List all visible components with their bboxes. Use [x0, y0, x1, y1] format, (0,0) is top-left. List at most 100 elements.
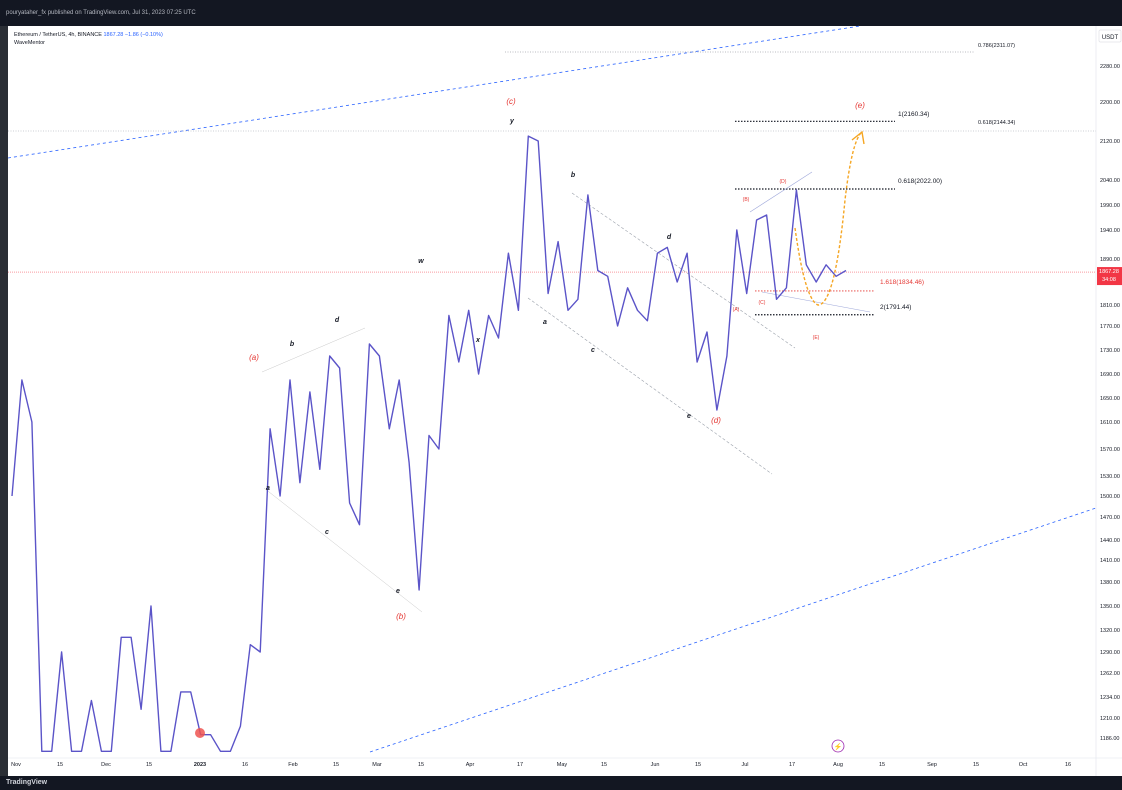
x-tick-label: 15	[333, 762, 339, 768]
fib-level-label: 2(1791.44)	[880, 304, 911, 311]
start-marker-dot	[195, 728, 205, 738]
wave-label-major: (a)	[249, 353, 259, 362]
y-tick-label: 1890.00	[1100, 257, 1120, 263]
wave-label-minor: c	[325, 529, 329, 536]
currency-label: USDT	[1102, 35, 1119, 41]
fib-level-label: 1(2160.34)	[898, 111, 929, 118]
chart-legend: Ethereum / TetherUS, 4h, BINANCE 1867.28…	[14, 31, 163, 47]
wave-label-minor: b	[571, 172, 576, 179]
x-tick-label: Dec	[101, 762, 111, 768]
channel-upper-line	[7, 25, 861, 159]
wave-label-minor: y	[509, 118, 515, 125]
legend-change: −1.86 (−0.10%)	[124, 32, 163, 38]
wave-label-sub: (B)	[743, 197, 750, 203]
x-tick-label: 15	[57, 762, 63, 768]
fib-level-label: 0.618(2144.34)	[978, 120, 1015, 126]
legend-indicator: WaveMentor	[14, 40, 45, 46]
y-tick-label: 1350.00	[1100, 604, 1120, 610]
event-icon	[831, 739, 845, 753]
legend-price: 1867.28	[103, 32, 124, 38]
wave-label-minor: w	[418, 258, 424, 265]
fib-level-label: 0.618(2022.00)	[898, 178, 942, 185]
y-tick-label: 1500.00	[1100, 494, 1120, 500]
x-tick-label: 15	[973, 762, 979, 768]
fib-level-label: 1.618(1834.46)	[880, 279, 924, 286]
y-tick-label: 1940.00	[1100, 228, 1120, 234]
small-triangle-lower	[761, 291, 871, 313]
wave-label-minor: b	[290, 341, 295, 348]
x-tick-label: 16	[242, 762, 248, 768]
wave-label-minor: d	[335, 317, 340, 324]
y-tick-label: 1690.00	[1100, 372, 1120, 378]
published-text: pouryataher_fx published on TradingView.…	[6, 10, 196, 16]
publish-header: pouryataher_fx published on TradingView.…	[0, 0, 1122, 26]
x-tick-label: Feb	[288, 762, 297, 768]
x-tick-label: 2023	[194, 762, 206, 768]
wave-label-major: (e)	[855, 101, 865, 110]
wave-label-sub: (D)	[780, 179, 787, 185]
y-tick-label: 1990.00	[1100, 203, 1120, 209]
x-tick-label: Oct	[1019, 762, 1028, 768]
y-tick-label: 1320.00	[1100, 628, 1120, 634]
x-tick-label: Sep	[927, 762, 937, 768]
x-tick-label: Nov	[11, 762, 21, 768]
legend-symbol: Ethereum / TetherUS, 4h, BINANCE	[14, 32, 102, 38]
projection-arrowhead	[851, 130, 865, 145]
y-tick-label: 1262.00	[1100, 671, 1120, 677]
x-tick-label: Aug	[833, 762, 843, 768]
wave-channel-lower	[527, 297, 773, 475]
y-tick-label: 1210.00	[1100, 716, 1120, 722]
wave-label-major: (c)	[506, 97, 516, 106]
wave-label-minor: a	[266, 485, 270, 492]
wave-channel-upper	[571, 192, 796, 349]
x-tick-label: 15	[695, 762, 701, 768]
y-tick-label: 2280.00	[1100, 64, 1120, 70]
currency-box	[1098, 29, 1122, 43]
x-tick-label: Jun	[651, 762, 660, 768]
x-tick-label: 17	[789, 762, 795, 768]
y-tick-label: 1290.00	[1100, 650, 1120, 656]
x-tick-label: Mar	[372, 762, 382, 768]
legend-symbol-row: Ethereum / TetherUS, 4h, BINANCE 1867.28…	[14, 31, 163, 39]
y-tick-label: 1380.00	[1100, 580, 1120, 586]
y-tick-label: 1234.00	[1100, 695, 1120, 701]
x-tick-label: Jul	[741, 762, 748, 768]
x-tick-label: 15	[879, 762, 885, 768]
wave-label-major: (b)	[396, 612, 406, 621]
x-tick-label: 15	[146, 762, 152, 768]
y-tick-label: 1530.00	[1100, 474, 1120, 480]
y-tick-label: 1570.00	[1100, 447, 1120, 453]
wave-label-major: (d)	[711, 416, 721, 425]
x-tick-label: 17	[517, 762, 523, 768]
wave-label-sub: (A)	[733, 307, 740, 313]
y-tick-label: 1470.00	[1100, 515, 1120, 521]
wave-label-sub: (C)	[759, 300, 766, 306]
countdown-label: 34:08	[1102, 277, 1116, 283]
chart-frame[interactable]	[8, 26, 1122, 776]
x-tick-label: 15	[601, 762, 607, 768]
x-tick-label: Apr	[466, 762, 475, 768]
footer-bar: TradingView	[0, 776, 1122, 790]
y-tick-label: 1440.00	[1100, 538, 1120, 544]
wave-label-minor: x	[475, 337, 481, 344]
wave-label-minor: d	[667, 234, 672, 241]
fib-level-label: 0.786(2311.07)	[978, 43, 1015, 49]
y-tick-label: 1770.00	[1100, 324, 1120, 330]
wave-label-minor: e	[687, 413, 691, 420]
price-series-line	[11, 135, 847, 752]
y-tick-label: 1650.00	[1100, 396, 1120, 402]
wave-label-sub: (E)	[813, 335, 820, 341]
projection-path	[794, 131, 863, 306]
last-price-badge	[1097, 267, 1122, 286]
triangle-upper-line	[261, 327, 366, 373]
x-tick-label: May	[557, 762, 568, 768]
tradingview-logo: TradingView	[6, 779, 48, 786]
y-tick-label: 2120.00	[1100, 139, 1120, 145]
y-tick-label: 1730.00	[1100, 348, 1120, 354]
channel-lower-line	[369, 507, 1097, 753]
y-tick-label: 1410.00	[1100, 558, 1120, 564]
y-tick-label: 2040.00	[1100, 178, 1120, 184]
event-icon: ⚡	[834, 742, 843, 751]
small-triangle-upper	[749, 171, 813, 213]
